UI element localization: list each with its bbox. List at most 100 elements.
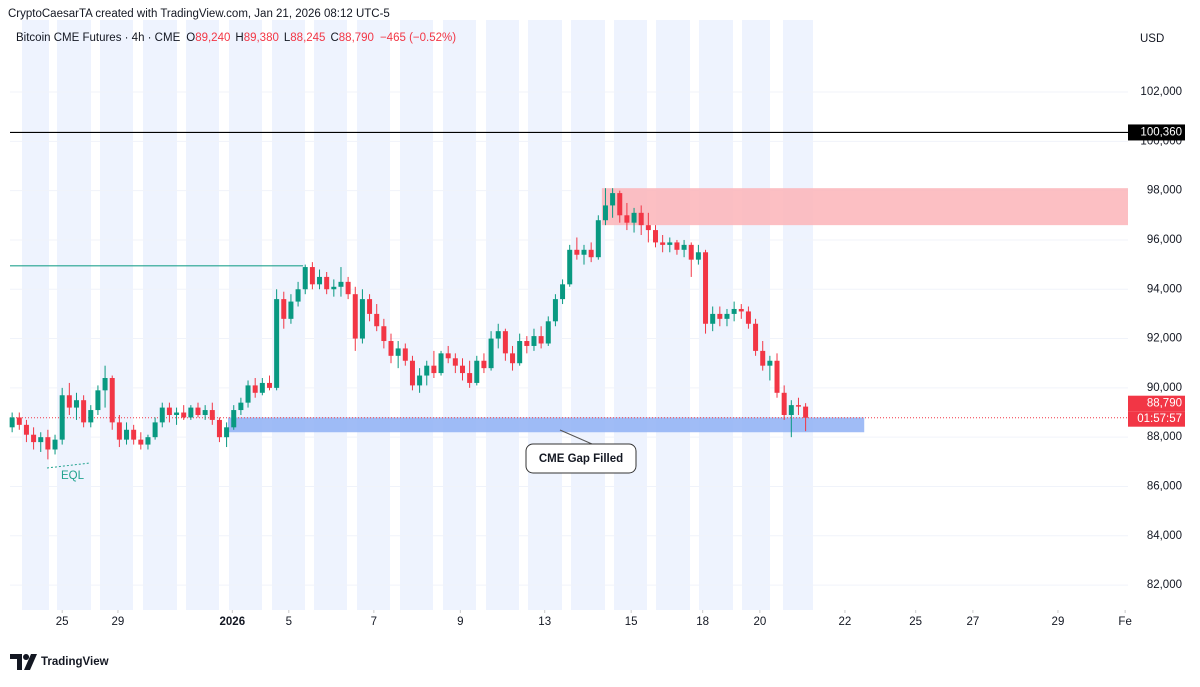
candle-body	[367, 299, 373, 314]
ohlc-value: 88,245	[290, 32, 325, 44]
ohlc-value: 89,380	[244, 32, 279, 44]
candle-body	[631, 212, 637, 223]
session-band	[614, 20, 647, 610]
candle-body	[531, 336, 537, 346]
candle-body	[109, 378, 115, 423]
candle-body	[431, 365, 437, 374]
candle-body	[231, 410, 237, 428]
countdown-box	[1128, 411, 1185, 427]
session-bands	[22, 20, 813, 610]
y-tick-label: 98,000	[1147, 185, 1182, 197]
candle-body	[638, 212, 644, 226]
candle-body	[681, 244, 687, 250]
candle-body	[202, 410, 208, 415]
candle-body	[73, 400, 79, 408]
session-band	[22, 20, 49, 610]
candle-body	[502, 331, 508, 354]
candle-body	[166, 407, 172, 415]
candle-body	[188, 407, 194, 418]
x-tick-label: 9	[457, 616, 463, 628]
level-label: 100,360	[1140, 126, 1182, 138]
x-tick-label: 2026	[220, 616, 246, 628]
candle-body	[116, 422, 122, 440]
x-tick-label: 29	[112, 616, 125, 628]
candle-body	[688, 244, 694, 260]
y-tick-label: 86,000	[1147, 481, 1182, 493]
candle-body	[795, 405, 801, 407]
candle-body	[674, 242, 680, 250]
candle-body	[717, 313, 723, 319]
y-tick-label: 88,000	[1147, 431, 1182, 443]
candle-body	[159, 407, 165, 423]
plot: 82,000 84,000 86,000 88,000 90,000 92,000 94,0…	[9, 86, 1185, 628]
candle-body	[381, 326, 387, 342]
candle-body	[145, 437, 151, 445]
candle-body	[224, 427, 230, 438]
candle-body	[59, 395, 65, 440]
x-tick-label: 15	[625, 616, 638, 628]
session-band	[100, 20, 133, 610]
session-band	[486, 20, 519, 610]
x-tick-label: 29	[1052, 616, 1065, 628]
candle-body	[124, 429, 130, 440]
candle-body	[560, 284, 566, 300]
candle-body	[302, 267, 308, 290]
ohlc-key: C	[330, 32, 338, 44]
y-tick-label: 94,000	[1147, 283, 1182, 295]
candle-body	[409, 360, 415, 386]
x-tick-label: 25	[56, 616, 69, 628]
candle-body	[538, 336, 544, 344]
y-tick-label: 96,000	[1147, 234, 1182, 246]
candle-body	[245, 385, 251, 403]
symbol: Bitcoin CME Futures · 4h · CME	[16, 32, 181, 44]
candle-body	[138, 439, 144, 445]
currency: USD	[1140, 33, 1164, 45]
legend: Bitcoin CME Futures · 4h · CME O89,240 H89…	[16, 32, 456, 44]
callout-text: CME Gap Filled	[539, 453, 623, 465]
ohlc-value: 88,790	[339, 32, 374, 44]
candle-body	[459, 365, 465, 374]
candle-body	[481, 360, 487, 369]
candle-body	[424, 365, 430, 376]
candle-body	[195, 407, 201, 415]
candle-body	[331, 286, 337, 290]
session-band	[400, 20, 433, 610]
x-tick-label: Fe	[1118, 616, 1131, 628]
y-tick-label: 90,000	[1147, 382, 1182, 394]
candle-body	[624, 215, 630, 223]
candle-body	[517, 341, 523, 364]
candle-body	[266, 382, 272, 388]
brand-logo	[10, 654, 37, 670]
y-tick-label: 92,000	[1147, 333, 1182, 345]
candle-body	[474, 360, 480, 383]
x-tick-label: 20	[753, 616, 766, 628]
candle-body	[753, 323, 759, 351]
candle-body	[359, 299, 365, 339]
candle-body	[288, 301, 294, 319]
ohlc-key: L	[284, 32, 291, 44]
candle-body	[588, 249, 594, 258]
candle-body	[552, 299, 558, 322]
candle-body	[767, 360, 773, 366]
candle-body	[338, 281, 344, 287]
y-tick-label: 82,000	[1147, 579, 1182, 591]
candle-body	[574, 249, 580, 255]
x-tick-label: 13	[538, 616, 551, 628]
zone	[601, 188, 1128, 226]
candle-body	[324, 276, 330, 290]
candle-body	[395, 348, 401, 356]
eql-line	[46, 462, 91, 469]
session-band	[571, 20, 605, 610]
ohlc-value: 89,240	[195, 32, 230, 44]
candle-body	[295, 289, 301, 302]
candle-body	[345, 281, 351, 295]
candle-body	[102, 378, 108, 391]
candle-body	[445, 353, 451, 359]
candle-body	[181, 412, 187, 418]
candle-body	[152, 422, 158, 438]
x-tick-label: 27	[966, 616, 979, 628]
header: CryptoCaesarTA created with TradingView.…	[8, 8, 390, 20]
candle-body	[45, 437, 51, 450]
session-band	[186, 20, 219, 610]
